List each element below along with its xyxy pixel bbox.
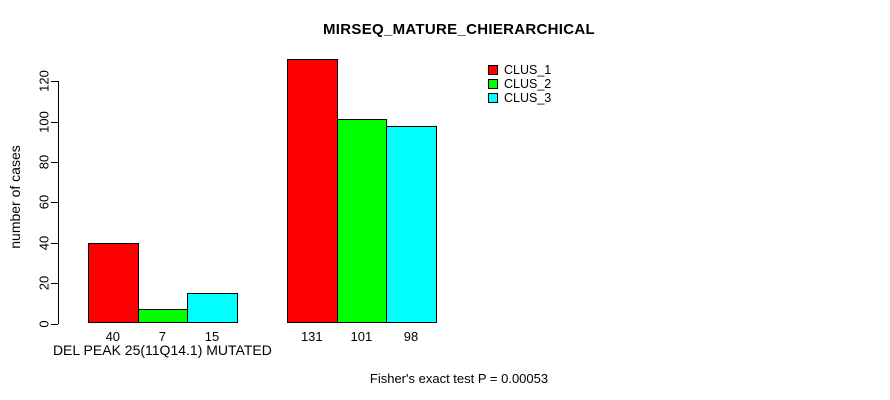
legend-swatch <box>488 93 498 103</box>
y-axis-tick <box>51 161 58 163</box>
bar-clus_2-group2 <box>336 119 388 324</box>
legend-label: CLUS_2 <box>504 77 552 91</box>
bar-value-label: 131 <box>300 329 323 344</box>
bar-value-label: 101 <box>350 329 373 344</box>
legend-item-clus_2: CLUS_2 <box>488 77 551 91</box>
bar-value-label: 98 <box>403 329 419 344</box>
y-axis-tick-label: 100 <box>36 110 52 133</box>
y-axis-title: number of cases <box>7 145 23 249</box>
y-axis-tick-label: 60 <box>36 195 52 210</box>
chart-title: MIRSEQ_MATURE_CHIERARCHICAL <box>323 21 595 38</box>
bar-clus_1-group1 <box>88 242 139 324</box>
legend-swatch <box>488 79 498 89</box>
legend-item-clus_1: CLUS_1 <box>488 63 551 77</box>
y-axis-tick-label: 0 <box>36 319 52 328</box>
y-axis-tick-label: 20 <box>36 275 52 291</box>
y-axis-line <box>58 81 59 325</box>
legend: CLUS_1 CLUS_2 CLUS_3 <box>488 63 551 105</box>
bar-clus_2-group1 <box>137 309 189 324</box>
x-category-label: DEL PEAK 25(11Q14.1) MUTATED <box>52 342 272 358</box>
annotation-fisher-test: Fisher's exact test P = 0.00053 <box>369 371 549 386</box>
y-axis-tick <box>51 202 58 204</box>
y-axis-tick <box>51 242 58 244</box>
bar-value-label: 15 <box>204 329 220 344</box>
y-axis-tick <box>51 121 58 123</box>
y-axis-tick-label: 120 <box>36 70 52 92</box>
bar-clus_1-group2 <box>287 58 338 324</box>
y-axis-tick <box>51 283 58 285</box>
legend-swatch <box>488 65 498 75</box>
legend-label: CLUS_3 <box>504 91 552 105</box>
y-axis-tick-label: 40 <box>36 235 52 250</box>
bar-clus_3-group1 <box>187 293 238 324</box>
y-axis-tick <box>51 323 58 325</box>
bar-value-label: 40 <box>105 329 121 344</box>
y-axis-tick <box>51 81 58 83</box>
y-axis-tick-label: 80 <box>36 154 52 170</box>
bar-value-label: 7 <box>158 329 167 344</box>
legend-label: CLUS_1 <box>504 63 552 77</box>
bar-clus_3-group2 <box>386 125 437 324</box>
legend-item-clus_3: CLUS_3 <box>488 91 551 105</box>
